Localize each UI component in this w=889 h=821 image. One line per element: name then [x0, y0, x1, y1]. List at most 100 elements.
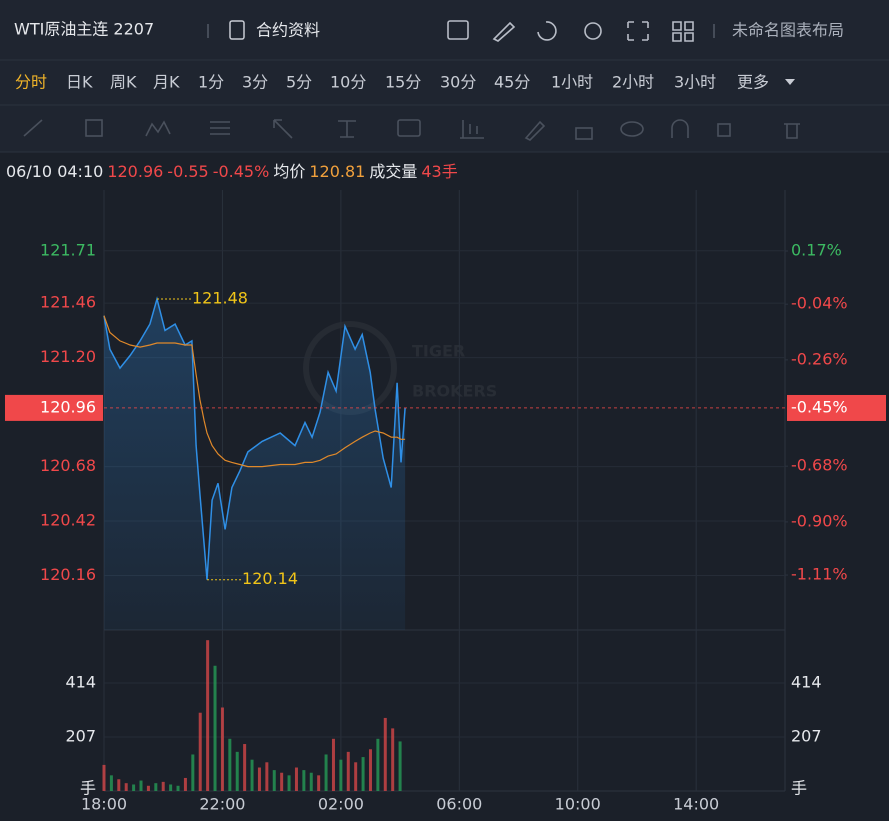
drawing-tools [23, 119, 800, 141]
info-text: 06/10 04:10 120.96 -0.55 -0.45% 均价 120.81 成交量 4… [6, 162, 458, 181]
y-tick-label: 120.68 [40, 456, 96, 475]
info-avg-label: 均价 [273, 162, 305, 181]
layout-icon[interactable] [672, 21, 694, 42]
info-avg: 120.81 [309, 162, 365, 181]
settings-icon[interactable] [584, 22, 602, 40]
info-price: 120.96 [107, 162, 163, 181]
period-tab[interactable]: 2小时 [612, 73, 654, 92]
text-tool[interactable] [397, 119, 421, 137]
volume-bar [361, 757, 365, 791]
period-tab[interactable]: 日K [66, 73, 93, 92]
volume-bar [124, 783, 128, 791]
volume-bar [176, 785, 180, 791]
volume-bar [398, 741, 402, 791]
watermark: BROKERS [412, 382, 497, 401]
undo-icon[interactable] [537, 21, 557, 41]
period-tab[interactable]: 30分 [440, 73, 476, 92]
volume-bar [191, 754, 195, 791]
volume-bar [206, 640, 210, 791]
average-line [103, 315, 406, 468]
volume-bar [272, 770, 276, 791]
chart: 18:00 22:00 02:00 06:00 10:00 14:00 121.71 121.… [5, 190, 886, 814]
volume-bar [169, 784, 173, 791]
volume-tick-label: 207 [791, 726, 822, 745]
indicator-tool[interactable] [460, 120, 484, 139]
arrow-tool[interactable] [273, 119, 293, 139]
volume-bar [280, 772, 284, 791]
copy-tool[interactable] [717, 123, 731, 137]
y2-tick-label: -0.68% [791, 456, 848, 475]
delete-tool[interactable] [784, 123, 800, 139]
volume-bar [109, 775, 113, 791]
volume-bar [117, 779, 121, 791]
info-line: 06/10 04:10 120.96 -0.55 -0.45% 均价 120.81 成交量 4… [6, 162, 458, 181]
period-tab[interactable]: 45分 [494, 73, 530, 92]
volume-bar [324, 754, 328, 791]
watermark: TIGER [412, 342, 465, 361]
period-tab[interactable]: 1分 [198, 73, 224, 92]
fullscreen-icon[interactable] [627, 21, 649, 41]
volume-bar [309, 772, 313, 791]
period-tab[interactable]: 3分 [242, 73, 268, 92]
symbol-title[interactable]: WTI原油主连 2207 [14, 20, 154, 39]
volume-bar [139, 780, 143, 791]
x-tick-label: 14:00 [673, 795, 719, 814]
annotation-label: 120.14 [242, 569, 298, 588]
period-tab[interactable]: 1小时 [551, 73, 593, 92]
volume-bar [213, 665, 217, 791]
brush-tool[interactable] [524, 120, 546, 141]
period-tab[interactable]: 5分 [286, 73, 312, 92]
fib-tool[interactable] [210, 121, 230, 135]
edit-icon[interactable] [492, 21, 516, 42]
period-tab[interactable]: 10分 [330, 73, 366, 92]
annotation-label: 121.48 [192, 288, 248, 307]
top-icons [447, 20, 694, 42]
measure-tool[interactable] [338, 120, 356, 138]
volume-bar [302, 770, 306, 791]
volume-bar [354, 762, 358, 791]
info-volume-label: 成交量 [369, 162, 417, 181]
dropdown-arrow [785, 79, 795, 85]
info-change: -0.55 [167, 162, 208, 181]
magnet-tool[interactable] [671, 119, 689, 138]
volume-bar [183, 777, 187, 791]
volume-bar [146, 785, 150, 791]
y-tick-label: 120.42 [40, 511, 96, 530]
rect-tool[interactable] [85, 119, 103, 137]
period-tab[interactable]: 月K [153, 73, 180, 92]
doc-icon [229, 20, 245, 40]
volume-bar [250, 759, 254, 791]
volume-bar [102, 764, 106, 791]
contract-info[interactable]: 合约资料 [256, 21, 320, 40]
period-tab[interactable]: 3小时 [674, 73, 716, 92]
period-bar: 分时 日K 周K 月K 1分 3分 5分 10分 15分 30分 45分 1小时 2小时 3小时 [15, 73, 716, 92]
current-price-box [5, 394, 103, 421]
pattern-tool[interactable] [145, 120, 171, 137]
layout-name[interactable]: 未命名图表布局 [732, 21, 844, 40]
current-pct-label: -0.45% [791, 397, 848, 416]
info-volume: 43手 [421, 162, 457, 181]
chart-icon[interactable] [447, 20, 469, 40]
price-line [103, 296, 406, 580]
volume-bar [243, 744, 247, 791]
y-tick-label: 121.20 [40, 347, 96, 366]
period-tab[interactable]: 分时 [15, 73, 47, 92]
eye-tool[interactable] [620, 121, 644, 137]
line-tool[interactable] [23, 119, 43, 137]
current-pct-box [787, 394, 886, 421]
period-tab[interactable]: 15分 [385, 73, 421, 92]
volume-bar [287, 775, 291, 791]
y2-tick-label: -0.04% [791, 294, 848, 313]
more-button[interactable]: 更多 [737, 73, 769, 92]
y-tick-label: 120.16 [40, 565, 96, 584]
period-tab[interactable]: 周K [110, 73, 137, 92]
volume-bar [220, 707, 224, 791]
lock-tool[interactable] [575, 127, 593, 140]
volume-bar [391, 728, 395, 791]
x-tick-label: 18:00 [81, 795, 127, 814]
volume-bar [154, 783, 158, 791]
volume-tick-label: 207 [65, 726, 96, 745]
volume-bar [132, 784, 136, 791]
volume-bar [198, 712, 202, 791]
